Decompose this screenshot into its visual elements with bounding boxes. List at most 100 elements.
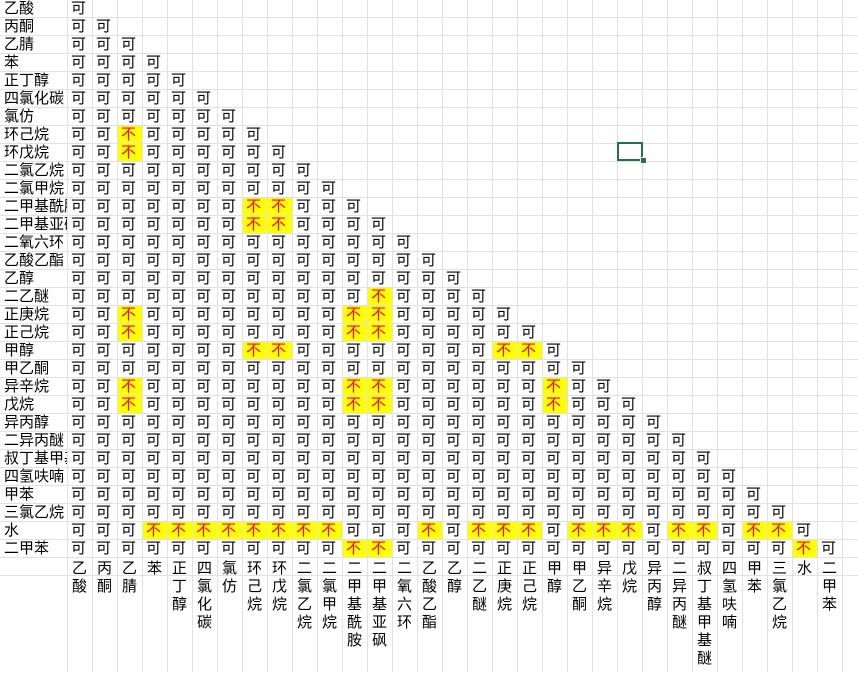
cell-miscible[interactable]: 可 bbox=[421, 396, 437, 413]
cell-miscible[interactable]: 可 bbox=[271, 540, 287, 557]
cell-miscible[interactable]: 可 bbox=[446, 360, 462, 377]
column-header[interactable]: 苯 bbox=[147, 559, 163, 577]
cell-miscible[interactable]: 可 bbox=[96, 486, 112, 503]
cell-miscible[interactable]: 可 bbox=[96, 54, 112, 71]
cell-miscible[interactable]: 可 bbox=[696, 450, 712, 467]
cell-miscible[interactable]: 可 bbox=[71, 342, 87, 359]
cell-miscible[interactable]: 可 bbox=[96, 252, 112, 269]
cell-miscible[interactable]: 可 bbox=[421, 504, 437, 521]
cell-miscible[interactable]: 可 bbox=[271, 324, 287, 341]
cell-miscible[interactable]: 可 bbox=[121, 504, 137, 521]
cell-miscible[interactable]: 可 bbox=[446, 450, 462, 467]
cell-miscible[interactable]: 可 bbox=[196, 180, 212, 197]
cell-miscible[interactable]: 可 bbox=[721, 540, 737, 557]
row-label[interactable]: 二甲苯 bbox=[0, 540, 67, 557]
cell-miscible[interactable]: 可 bbox=[146, 252, 162, 269]
cell-miscible[interactable]: 可 bbox=[471, 414, 487, 431]
cell-miscible[interactable]: 可 bbox=[146, 306, 162, 323]
cell-miscible[interactable]: 可 bbox=[96, 90, 112, 107]
cell-miscible[interactable]: 可 bbox=[571, 396, 587, 413]
cell-immiscible[interactable]: 不 bbox=[493, 522, 517, 539]
cell-immiscible[interactable]: 不 bbox=[568, 522, 592, 539]
cell-miscible[interactable]: 可 bbox=[321, 414, 337, 431]
cell-miscible[interactable]: 可 bbox=[71, 108, 87, 125]
cell-immiscible[interactable]: 不 bbox=[118, 306, 142, 323]
cell-miscible[interactable]: 可 bbox=[346, 522, 362, 539]
cell-miscible[interactable]: 可 bbox=[71, 504, 87, 521]
cell-miscible[interactable]: 可 bbox=[196, 504, 212, 521]
cell-miscible[interactable]: 可 bbox=[396, 486, 412, 503]
cell-miscible[interactable]: 可 bbox=[346, 414, 362, 431]
cell-miscible[interactable]: 可 bbox=[71, 216, 87, 233]
cell-miscible[interactable]: 可 bbox=[321, 540, 337, 557]
cell-miscible[interactable]: 可 bbox=[271, 180, 287, 197]
row-label[interactable]: 正己烷 bbox=[0, 324, 67, 341]
cell-immiscible[interactable]: 不 bbox=[218, 522, 242, 539]
cell-miscible[interactable]: 可 bbox=[96, 324, 112, 341]
cell-miscible[interactable]: 可 bbox=[246, 450, 262, 467]
cell-miscible[interactable]: 可 bbox=[196, 540, 212, 557]
cell-miscible[interactable]: 可 bbox=[371, 216, 387, 233]
cell-miscible[interactable]: 可 bbox=[346, 468, 362, 485]
cell-miscible[interactable]: 可 bbox=[621, 540, 637, 557]
cell-miscible[interactable]: 可 bbox=[146, 216, 162, 233]
cell-miscible[interactable]: 可 bbox=[221, 252, 237, 269]
row-label[interactable]: 叔丁基甲基醚 bbox=[0, 450, 67, 467]
cell-miscible[interactable]: 可 bbox=[321, 468, 337, 485]
cell-miscible[interactable]: 可 bbox=[271, 468, 287, 485]
cell-miscible[interactable]: 可 bbox=[296, 198, 312, 215]
cell-miscible[interactable]: 可 bbox=[396, 270, 412, 287]
cell-miscible[interactable]: 可 bbox=[521, 540, 537, 557]
row-label[interactable]: 异丙醇 bbox=[0, 414, 67, 431]
column-header[interactable]: 正己烷 bbox=[522, 559, 538, 613]
cell-miscible[interactable]: 可 bbox=[346, 252, 362, 269]
cell-miscible[interactable]: 可 bbox=[196, 324, 212, 341]
cell-miscible[interactable]: 可 bbox=[546, 414, 562, 431]
cell-miscible[interactable]: 可 bbox=[646, 450, 662, 467]
column-header[interactable]: 环己烷 bbox=[247, 559, 263, 613]
cell-miscible[interactable]: 可 bbox=[196, 414, 212, 431]
cell-miscible[interactable]: 可 bbox=[71, 288, 87, 305]
cell-immiscible[interactable]: 不 bbox=[368, 324, 392, 341]
cell-miscible[interactable]: 可 bbox=[546, 360, 562, 377]
cell-miscible[interactable]: 可 bbox=[421, 540, 437, 557]
cell-miscible[interactable]: 可 bbox=[146, 126, 162, 143]
cell-miscible[interactable]: 可 bbox=[496, 360, 512, 377]
cell-miscible[interactable]: 可 bbox=[596, 468, 612, 485]
cell-miscible[interactable]: 可 bbox=[71, 450, 87, 467]
cell-miscible[interactable]: 可 bbox=[146, 450, 162, 467]
cell-miscible[interactable]: 可 bbox=[71, 378, 87, 395]
cell-miscible[interactable]: 可 bbox=[496, 486, 512, 503]
cell-miscible[interactable]: 可 bbox=[146, 540, 162, 557]
cell-miscible[interactable]: 可 bbox=[71, 540, 87, 557]
column-header[interactable]: 二氯乙烷 bbox=[297, 559, 313, 631]
cell-miscible[interactable]: 可 bbox=[221, 378, 237, 395]
cell-miscible[interactable]: 可 bbox=[171, 540, 187, 557]
cell-miscible[interactable]: 可 bbox=[296, 252, 312, 269]
cell-miscible[interactable]: 可 bbox=[321, 486, 337, 503]
cell-miscible[interactable]: 可 bbox=[196, 252, 212, 269]
cell-miscible[interactable]: 可 bbox=[696, 468, 712, 485]
cell-miscible[interactable]: 可 bbox=[171, 72, 187, 89]
cell-miscible[interactable]: 可 bbox=[221, 270, 237, 287]
cell-miscible[interactable]: 可 bbox=[496, 378, 512, 395]
cell-immiscible[interactable]: 不 bbox=[193, 522, 217, 539]
row-label[interactable]: 异辛烷 bbox=[0, 378, 67, 395]
row-label[interactable]: 环己烷 bbox=[0, 126, 67, 143]
column-header[interactable]: 氯仿 bbox=[222, 559, 238, 595]
cell-miscible[interactable]: 可 bbox=[671, 504, 687, 521]
cell-miscible[interactable]: 可 bbox=[246, 270, 262, 287]
cell-immiscible[interactable]: 不 bbox=[368, 396, 392, 413]
cell-immiscible[interactable]: 不 bbox=[593, 522, 617, 539]
cell-miscible[interactable]: 可 bbox=[171, 180, 187, 197]
cell-miscible[interactable]: 可 bbox=[296, 378, 312, 395]
cell-miscible[interactable]: 可 bbox=[196, 342, 212, 359]
cell-miscible[interactable]: 可 bbox=[71, 0, 87, 17]
cell-miscible[interactable]: 可 bbox=[96, 180, 112, 197]
cell-miscible[interactable]: 可 bbox=[271, 252, 287, 269]
cell-miscible[interactable]: 可 bbox=[396, 252, 412, 269]
cell-miscible[interactable]: 可 bbox=[171, 432, 187, 449]
cell-miscible[interactable]: 可 bbox=[121, 342, 137, 359]
cell-miscible[interactable]: 可 bbox=[96, 540, 112, 557]
